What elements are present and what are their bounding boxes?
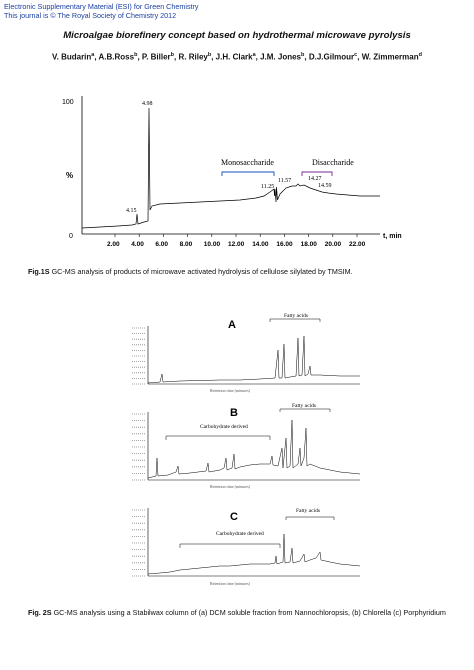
author-affiliation: b — [207, 52, 212, 58]
y-tick-0: 0 — [69, 233, 73, 240]
figure-2-caption-lead: Fig. 2S — [28, 608, 52, 617]
author-name: W. Zimmerman — [361, 52, 419, 62]
y-axis-label: % — [66, 171, 73, 180]
x-tick-label: 6.00 — [155, 241, 168, 248]
disaccharide-bracket — [301, 171, 333, 176]
peak-label-4-98: 4.98 — [142, 101, 153, 107]
panel-b-letter: B — [230, 407, 238, 419]
x-tick-label: 12.00 — [228, 241, 245, 248]
author-affiliation: a — [91, 52, 95, 58]
peak-label-11-57: 11.57 — [278, 178, 291, 184]
header-line-2: This journal is © The Royal Society of C… — [4, 10, 177, 20]
author-name: A.B.Ross — [98, 52, 135, 62]
peak-label-4-15: 4.15 — [126, 208, 137, 214]
author-affiliation: d — [418, 52, 422, 58]
x-axis-label: t, min — [383, 233, 402, 240]
figure-1-caption-lead: Fig.1S — [28, 267, 50, 276]
panel-c-letter: C — [230, 511, 238, 523]
svg-text:Retention time (minutes): Retention time (minutes) — [210, 581, 251, 586]
panel-b: B Carbohydrate derived Fatty acids Reten… — [132, 403, 361, 489]
y-tick-100: 100 — [62, 99, 74, 106]
figure-1-chromatogram: 100 0 % 2.00 4.00 6.00 8.00 10.00 12.00 14.00 1… — [62, 96, 402, 248]
x-tick-label: 2.00 — [107, 241, 120, 248]
panel-a-letter: A — [228, 319, 236, 331]
header-line-1: Electronic Supplementary Material (ESI) … — [4, 2, 199, 11]
author-name: J.M. Jones — [260, 52, 301, 62]
panel-c-carbohydrate-derived: Carbohydrate derived — [216, 531, 264, 537]
x-tick-label: 20.00 — [325, 241, 342, 248]
x-tick-label: 8.00 — [180, 241, 193, 248]
peak-label-11-25: 11.25 — [261, 184, 274, 190]
x-tick-label: 18.00 — [301, 241, 318, 248]
panel-a: A Fatty acids Retention time (minutes) — [132, 313, 360, 393]
figure-2-chromatograms: A Fatty acids Retention time (minutes) B… — [132, 313, 361, 586]
author-name: D.J.Gilmour — [308, 52, 355, 62]
author-name: V. Budarin — [52, 52, 92, 62]
author-affiliation: c — [354, 52, 358, 58]
x-tick-label: 10.00 — [204, 241, 221, 248]
author-affiliation: b — [301, 52, 305, 58]
peak-label-14-27: 14.27 — [308, 176, 322, 182]
region-label-disaccharide: Disaccharide — [312, 158, 354, 167]
chromatogram-trace — [81, 107, 380, 229]
figure-2-caption: Fig. 2S GC-MS analysis using a Stabilwax… — [28, 608, 448, 618]
panel-b-carbohydrate-derived: Carbohydrate derived — [200, 424, 248, 430]
figure-1-caption: Fig.1S GC-MS analysis of products of mic… — [28, 267, 353, 277]
author-affiliation: b — [170, 52, 175, 58]
panel-b-fatty-acids: Fatty acids — [292, 403, 316, 409]
svg-text:Retention time (minutes): Retention time (minutes) — [210, 388, 251, 393]
monosaccharide-bracket — [221, 171, 275, 176]
author-name: P. Biller — [141, 52, 171, 62]
author-name: J.H. Clark — [215, 52, 253, 62]
panel-a-fatty-acids: Fatty acids — [284, 313, 308, 319]
region-label-monosaccharide: Monosaccharide — [221, 158, 274, 167]
figure-2-caption-text: GC-MS analysis using a Stabilwax column … — [51, 608, 446, 617]
author-affiliation: a — [252, 52, 256, 58]
author-affiliation: b — [134, 52, 138, 58]
x-tick-label: 4.00 — [131, 241, 144, 248]
svg-text:Retention time (minutes): Retention time (minutes) — [210, 484, 251, 489]
journal-header: Electronic Supplementary Material (ESI) … — [4, 2, 199, 20]
panel-c: C Carbohydrate derived Fatty acids Reten… — [132, 508, 361, 586]
x-tick-label: 14.00 — [252, 241, 269, 248]
peak-label-14-59: 14.59 — [318, 183, 332, 189]
author-name: R. Riley — [178, 52, 208, 62]
figure-1-caption-text: GC-MS analysis of products of microwave … — [49, 267, 353, 276]
paper-title: Microalgae biorefinery concept based on … — [63, 30, 411, 41]
panel-c-fatty-acids: Fatty acids — [296, 508, 320, 514]
author-list: V. Budarina, A.B.Rossb, P. Billerb, R. R… — [52, 52, 422, 62]
x-tick-label: 22.00 — [349, 241, 366, 248]
x-tick-label: 16.00 — [276, 241, 293, 248]
